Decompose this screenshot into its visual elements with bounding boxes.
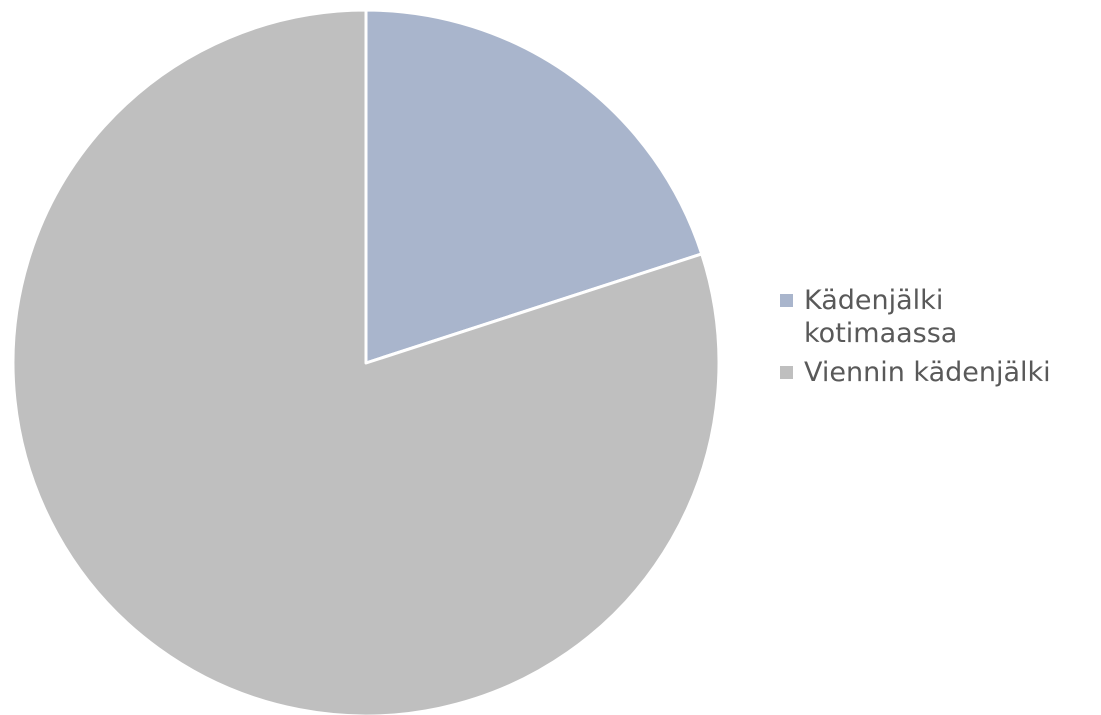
- legend-entry: Kädenjälki kotimaassa: [778, 284, 1083, 350]
- legend: Kädenjälki kotimaassa Viennin kädenjälki: [778, 284, 1083, 395]
- pie-slice: [11, 8, 721, 715]
- legend-swatch: [780, 366, 793, 379]
- pie-slice: [364, 8, 704, 365]
- legend-entry: Viennin kädenjälki: [778, 356, 1083, 389]
- legend-swatch: [780, 294, 793, 307]
- legend-label: Viennin kädenjälki: [804, 357, 1051, 388]
- legend-label: Kädenjälki kotimaassa: [804, 285, 958, 349]
